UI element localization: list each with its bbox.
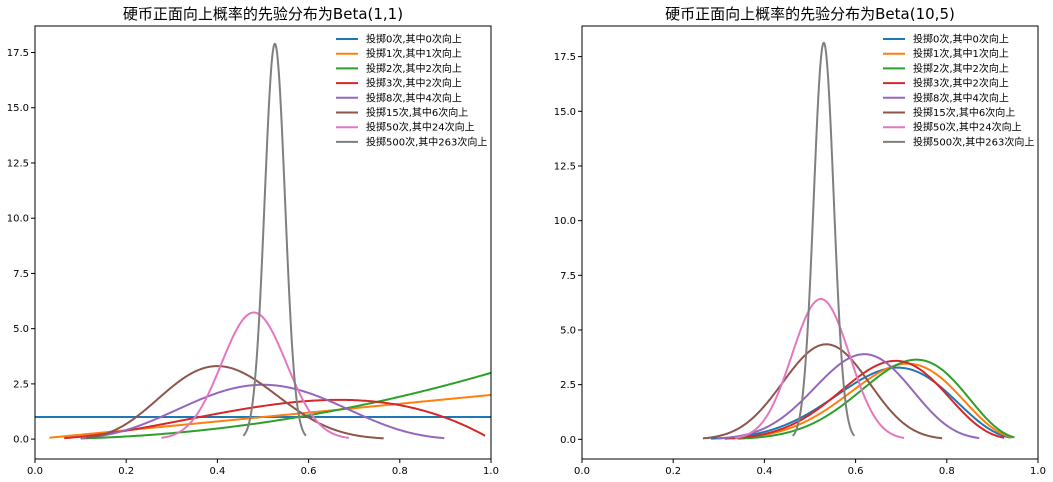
y-tick-label: 0.0	[560, 435, 576, 446]
legend-label-2: 投掷1次,其中1次向上	[913, 47, 1009, 60]
legend-label-8: 投掷500次,其中263次向上	[913, 135, 1034, 148]
y-tick-label: 15.0	[7, 103, 29, 114]
legend-label-3: 投掷2次,其中2次向上	[366, 62, 462, 75]
y-tick-label: 5.0	[13, 324, 29, 335]
x-tick-label: 0.6	[848, 466, 864, 477]
x-tick-label: 1.0	[1030, 466, 1046, 477]
y-tick-label: 10.0	[7, 214, 29, 225]
series-line-7	[734, 298, 905, 440]
x-tick-label: 0.2	[118, 466, 134, 477]
series-line-6	[702, 343, 943, 440]
series-line-4	[724, 359, 1005, 440]
legend-label-6: 投掷15次,其中6次向上	[366, 106, 468, 119]
x-tick-label: 0.6	[301, 466, 317, 477]
legend-label-7: 投掷50次,其中24次向上	[913, 121, 1022, 134]
series-line-3	[80, 371, 491, 440]
legend-label-2: 投掷1次,其中1次向上	[366, 47, 462, 60]
legend-label-7: 投掷50次,其中24次向上	[366, 121, 475, 134]
y-tick-label: 17.5	[7, 48, 29, 59]
y-tick-label: 10.0	[554, 216, 576, 227]
legend-label-1: 投掷0次,其中0次向上	[366, 33, 462, 46]
series-line-3	[737, 358, 1015, 440]
x-tick-label: 0.4	[209, 466, 225, 477]
legend-label-1: 投掷0次,其中0次向上	[913, 33, 1009, 46]
x-tick-label: 0.0	[574, 466, 590, 477]
legend-label-5: 投掷8次,其中4次向上	[913, 91, 1009, 104]
series-line-7	[161, 311, 350, 439]
series-line-8	[791, 41, 856, 437]
legend-label-3: 投掷2次,其中2次向上	[913, 62, 1009, 75]
legend: 投掷0次,其中0次向上投掷1次,其中1次向上投掷2次,其中2次向上投掷3次,其中…	[883, 33, 1034, 148]
y-tick-label: 7.5	[13, 269, 29, 280]
y-tick-label: 7.5	[560, 271, 576, 282]
legend-label-6: 投掷15次,其中6次向上	[913, 106, 1015, 119]
y-tick-label: 5.0	[560, 325, 576, 336]
series-line-2	[724, 362, 1013, 440]
chart-panel-2: 硬币正面向上概率的先验分布为Beta(10,5) 0.0 0.2 0.4 0.6 0.8 1…	[554, 5, 1046, 477]
series-lines	[702, 41, 1015, 440]
axes-frame	[34, 25, 492, 460]
series-line-8	[242, 42, 307, 437]
legend-label-4: 投掷3次,其中2次向上	[913, 77, 1009, 90]
y-tick-label: 12.5	[554, 161, 576, 172]
series-line-1	[710, 366, 1011, 440]
chart-title: 硬币正面向上概率的先验分布为Beta(10,5)	[665, 5, 955, 23]
legend-label-4: 投掷3次,其中2次向上	[366, 77, 462, 90]
series-lines	[35, 42, 491, 440]
chart-panel-1: 硬币正面向上概率的先验分布为Beta(1,1) 0.0 0.2 0.4 0.6 0.8 1.…	[7, 5, 499, 477]
legend-label-5: 投掷8次,其中4次向上	[366, 91, 462, 104]
series-line-6	[85, 365, 384, 440]
x-tick-label: 0.4	[756, 466, 772, 477]
y-tick-label: 0.0	[13, 435, 29, 446]
series-line-4	[64, 398, 486, 440]
y-tick-label: 17.5	[554, 52, 576, 63]
x-tick-label: 0.0	[27, 466, 43, 477]
x-tick-label: 0.2	[665, 466, 681, 477]
x-tick-label: 0.8	[392, 466, 408, 477]
y-tick-label: 15.0	[554, 107, 576, 118]
x-tick-label: 1.0	[483, 466, 499, 477]
chart-title: 硬币正面向上概率的先验分布为Beta(1,1)	[123, 5, 403, 23]
x-tick-label: 0.8	[939, 466, 955, 477]
y-tick-label: 2.5	[13, 379, 29, 390]
legend-label-8: 投掷500次,其中263次向上	[366, 135, 487, 148]
y-tick-label: 2.5	[560, 380, 576, 391]
legend: 投掷0次,其中0次向上投掷1次,其中1次向上投掷2次,其中2次向上投掷3次,其中…	[336, 33, 487, 148]
axes-frame	[581, 25, 1039, 460]
series-line-5	[717, 353, 980, 440]
y-tick-label: 12.5	[7, 158, 29, 169]
